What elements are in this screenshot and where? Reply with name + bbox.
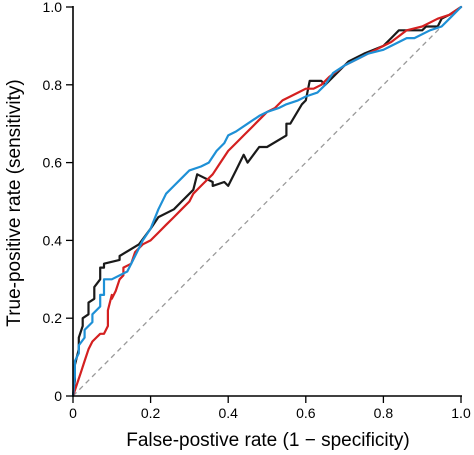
- y-tick-label: 0.6: [43, 155, 63, 171]
- y-tick-label: 1.0: [43, 0, 63, 15]
- x-tick-label: 0.6: [296, 405, 316, 421]
- y-axis-title: True-positive rate (sensitivity): [4, 79, 25, 326]
- y-tick-label: 0.4: [43, 232, 63, 248]
- reference-line-layer: [72, 6, 462, 397]
- chance-reference-line: [72, 6, 462, 397]
- y-tick-label: 0.2: [43, 310, 63, 326]
- y-tick-label: 0.8: [43, 77, 63, 93]
- x-tick-label: 1.0: [451, 405, 471, 421]
- x-tick-label: 0: [69, 405, 77, 421]
- x-tick-label: 0.2: [141, 405, 161, 421]
- roc-curve-1: [71, 5, 463, 398]
- x-axis-title: False-postive rate (1 − specificity): [126, 430, 410, 451]
- ticks-layer: 0 0.2 0.4 0.6 0.8 1.0 0 0.2 0.4 0.6 0.8 1.0: [43, 0, 471, 421]
- x-tick-label: 0.4: [218, 405, 238, 421]
- series-layer: [71, 5, 463, 398]
- y-tick-label: 0: [54, 388, 62, 404]
- x-tick-label: 0.8: [374, 405, 394, 421]
- roc-curve-3: [71, 5, 463, 398]
- axes-frame: [72, 6, 462, 397]
